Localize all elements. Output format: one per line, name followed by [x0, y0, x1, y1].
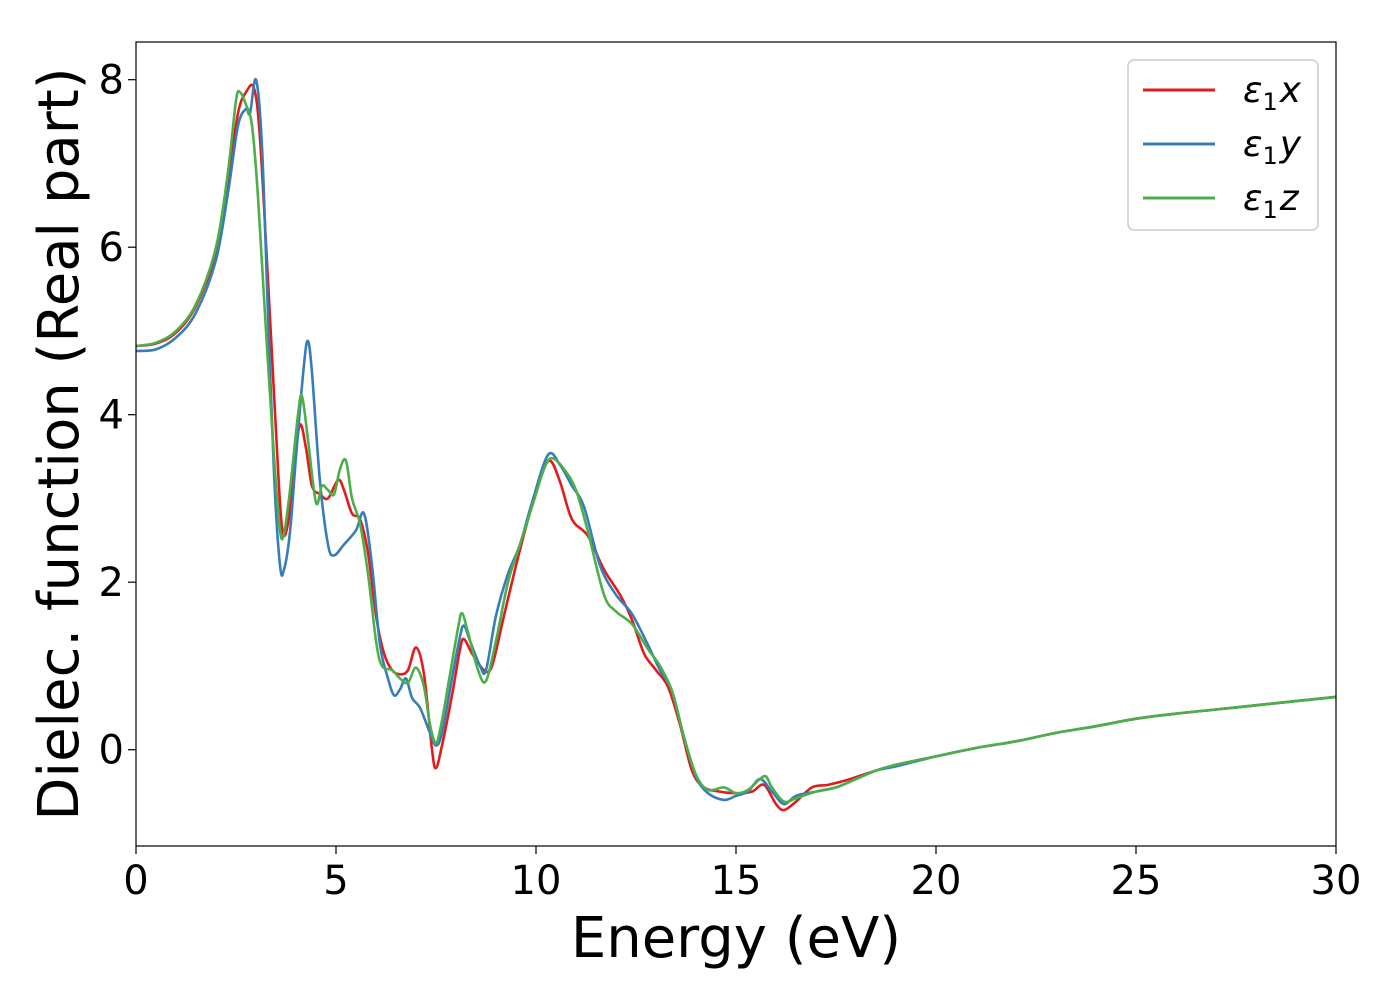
- x-tick-label: 20: [911, 858, 962, 904]
- y-tick-label: 2: [99, 560, 124, 606]
- x-tick-label: 30: [1311, 858, 1362, 904]
- x-axis-label: Energy (eV): [571, 906, 901, 971]
- x-axis: 0 5 10 15 20 25 30: [123, 846, 1361, 904]
- x-tick-label: 25: [1111, 858, 1162, 904]
- y-axis: 0 2 4 6 8: [99, 58, 136, 774]
- x-tick-label: 10: [511, 858, 562, 904]
- series-layer: [136, 78, 1336, 812]
- legend-label-y: ε1y: [1243, 124, 1302, 170]
- x-tick-label: 0: [123, 858, 148, 904]
- x-tick-label: 5: [323, 858, 348, 904]
- legend: ε1x ε1y ε1z: [1127, 59, 1319, 231]
- x-tick-label: 15: [711, 858, 762, 904]
- y-tick-label: 6: [99, 225, 124, 271]
- series-line-z: [136, 89, 1336, 804]
- y-tick-label: 4: [99, 393, 124, 439]
- y-axis-label: Dielec. function (Real part): [27, 67, 92, 820]
- y-tick-label: 8: [99, 58, 124, 104]
- legend-label-x: ε1x: [1243, 70, 1302, 116]
- legend-frame: [1127, 59, 1319, 231]
- y-tick-label: 0: [99, 728, 124, 774]
- legend-label-z: ε1z: [1243, 178, 1300, 224]
